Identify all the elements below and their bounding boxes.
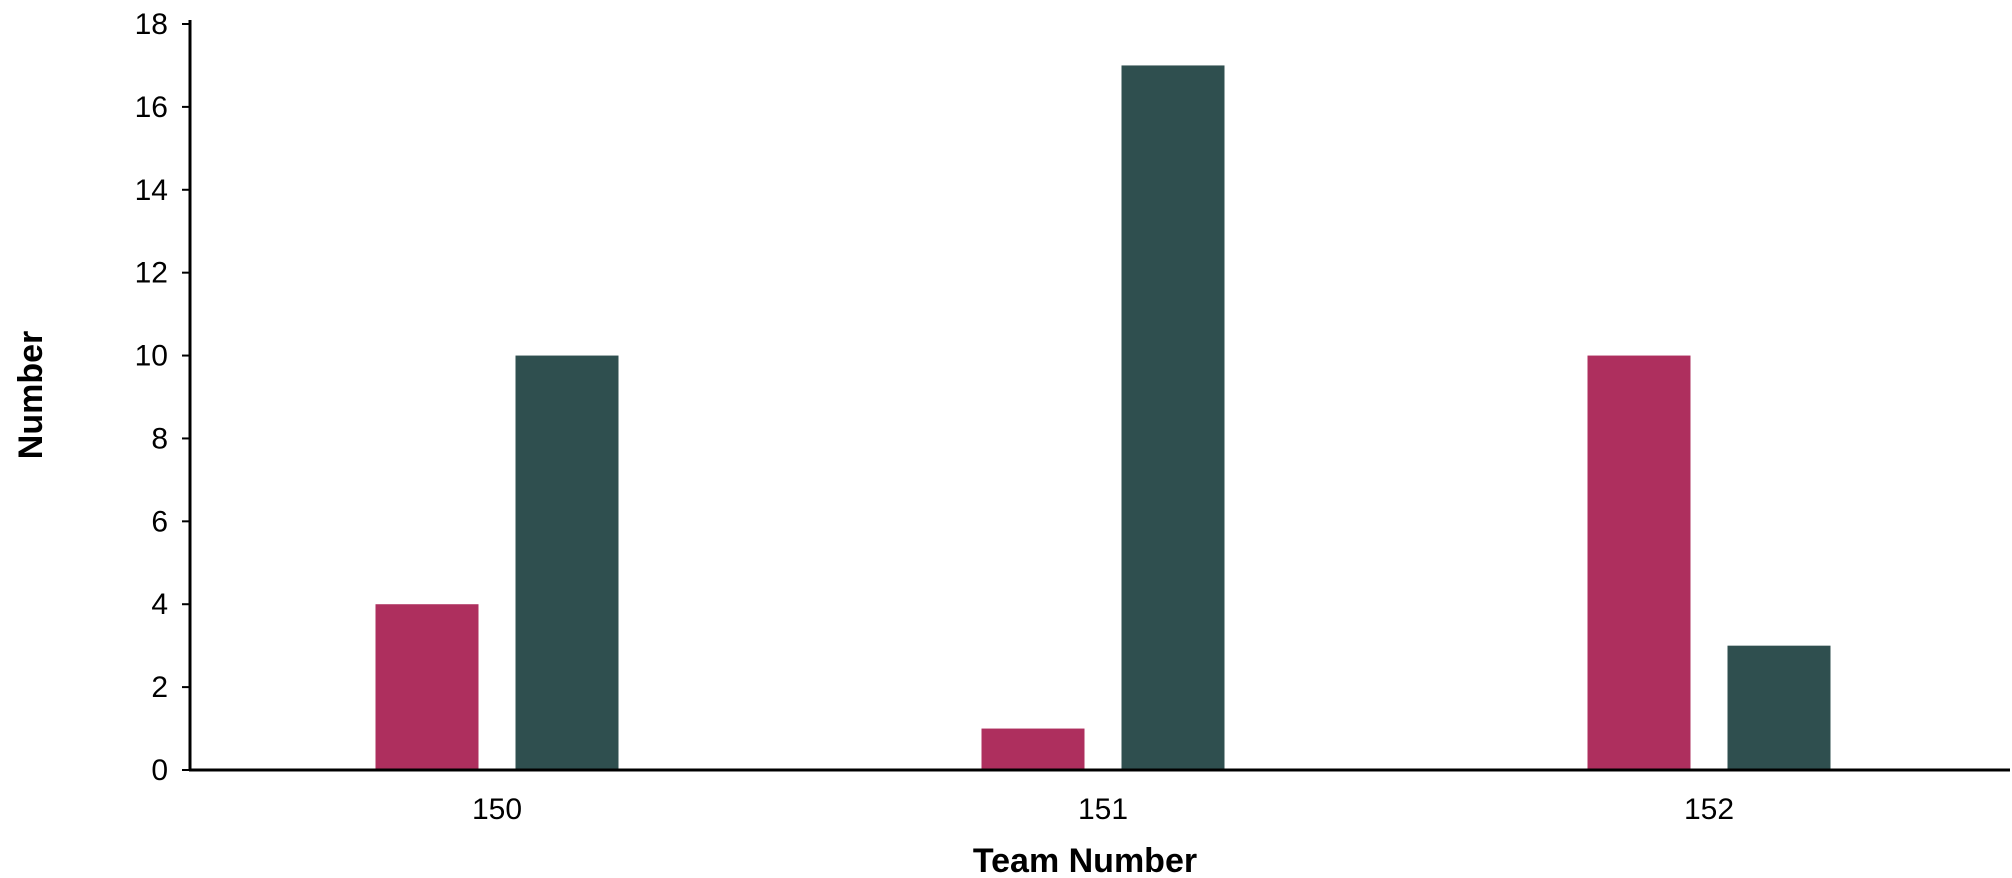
bar-151-series-1	[981, 728, 1085, 770]
x-axis-title: Team Number	[973, 842, 1197, 878]
x-tick-labels: 150 151 152	[472, 793, 1734, 826]
bar-151-series-2	[1121, 65, 1225, 770]
y-tick-label: 16	[135, 91, 168, 124]
x-tick-label: 150	[472, 793, 522, 826]
y-tick-label: 18	[135, 8, 168, 41]
y-tick-labels: 0 2 4 6 8 10 12 14 16 18	[135, 8, 168, 787]
y-tick-label: 8	[151, 422, 168, 455]
bar-150-series-2	[515, 355, 619, 770]
x-tick-label: 152	[1684, 793, 1734, 826]
y-tick-label: 6	[151, 505, 168, 538]
y-axis-title: Number	[12, 331, 50, 459]
y-tick-label: 0	[151, 754, 168, 787]
bar-150-series-1	[375, 604, 479, 770]
y-tick-label: 2	[151, 671, 168, 704]
y-tick-label: 14	[135, 174, 168, 207]
y-tick-label: 4	[151, 588, 168, 621]
x-tick-label: 151	[1078, 793, 1128, 826]
y-tick-label: 12	[135, 257, 168, 290]
bar-152-series-2	[1727, 645, 1831, 770]
y-tick-label: 10	[135, 340, 168, 373]
bars	[375, 65, 1831, 770]
bar-152-series-1	[1587, 355, 1691, 770]
